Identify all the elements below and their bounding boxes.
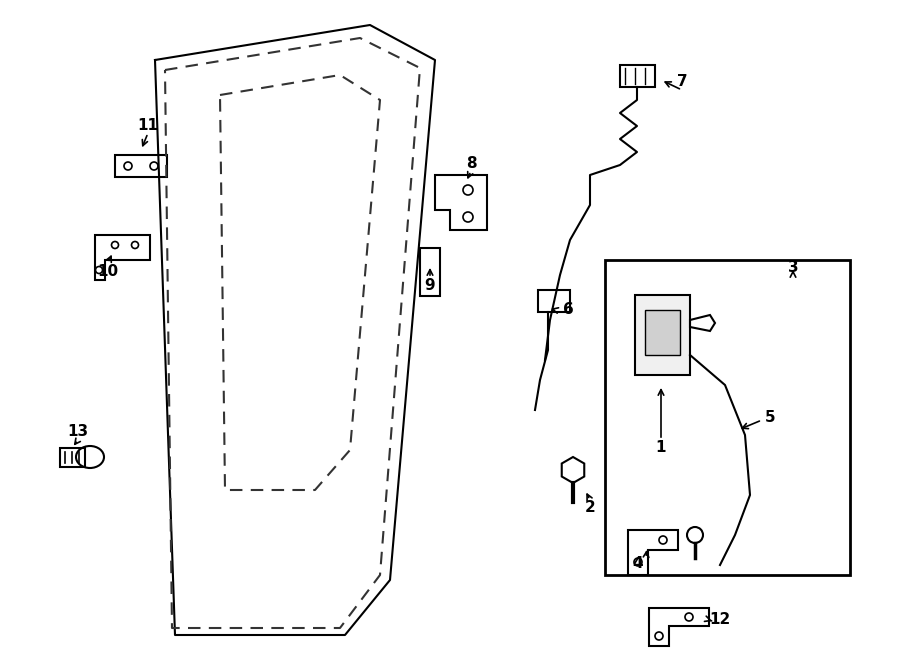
Text: 2: 2 [585, 500, 596, 516]
Text: 4: 4 [633, 555, 643, 570]
Text: 1: 1 [656, 440, 666, 455]
Text: 12: 12 [709, 613, 731, 627]
Text: 10: 10 [97, 264, 119, 280]
Text: 13: 13 [68, 424, 88, 440]
Text: 9: 9 [425, 278, 436, 293]
Text: 11: 11 [138, 118, 158, 132]
Text: 5: 5 [765, 410, 775, 426]
Bar [605, 260, 850, 575]
Bar [635, 295, 690, 375]
Text: 3: 3 [788, 260, 798, 276]
Bar [645, 310, 680, 355]
Text: 8: 8 [465, 155, 476, 171]
Text: 7: 7 [677, 75, 688, 89]
Text: 6: 6 [562, 303, 573, 317]
